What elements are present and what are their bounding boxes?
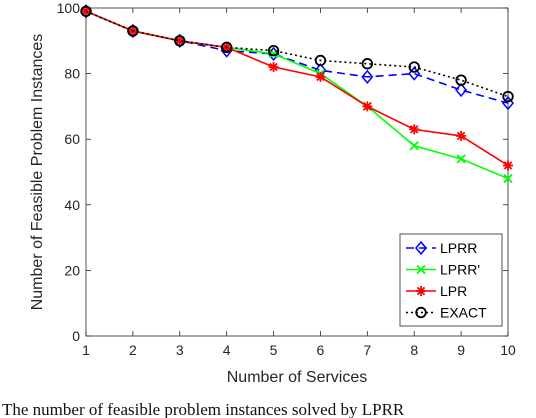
data-point-lprr	[173, 33, 186, 48]
data-point-exact	[408, 61, 420, 73]
x-axis-label: Number of Services	[227, 369, 368, 386]
x-tick-label: 4	[223, 342, 231, 358]
x-axis-ticks: 1 2 3 4 5 6 7 8 9 10	[82, 8, 516, 358]
data-point-lpr	[503, 160, 513, 171]
x-tick-label: 2	[129, 342, 137, 358]
data-point-exact	[314, 54, 327, 67]
x-tick-label: 10	[500, 342, 516, 358]
data-point-exact	[127, 25, 139, 37]
legend-item: LPRR	[406, 240, 477, 256]
y-tick-label: 0	[72, 328, 80, 344]
x-tick-label: 8	[410, 342, 418, 358]
y-tick-label: 100	[57, 0, 81, 16]
line-chart: 1 2 3 4 5 6 7 8 9 10 0 20 40 60 80 100 Number of Servi…	[29, 0, 516, 386]
y-axis-label: Number of Feasible Problem Instances	[29, 34, 46, 311]
x-tick-label: 1	[82, 342, 90, 358]
data-point-lprr	[80, 4, 92, 19]
y-tick-label: 80	[64, 66, 80, 82]
legend-marker	[415, 306, 427, 319]
data-point-exact	[267, 44, 280, 57]
legend-label: EXACT	[440, 305, 487, 321]
x-tick-label: 6	[317, 342, 325, 358]
legend-item: LPR	[406, 283, 467, 299]
figure-caption: The number of feasible problem instances…	[2, 400, 405, 418]
series-exact	[80, 5, 514, 103]
data-point-exact	[455, 74, 467, 86]
series-line-lpr	[85, 10, 509, 167]
series-layer	[80, 4, 514, 184]
x-tick-label: 9	[457, 342, 465, 358]
legend: LPRR LPRR' LPR EXACT	[399, 233, 503, 327]
x-tick-label: 5	[270, 342, 278, 358]
data-point-exact	[502, 90, 514, 103]
y-tick-label: 20	[64, 262, 80, 278]
data-point-lpr	[456, 130, 467, 141]
legend-marker	[416, 286, 426, 296]
data-point-lprr	[456, 154, 466, 164]
x-tick-label: 3	[176, 342, 184, 358]
legend-item: LPRR'	[406, 262, 480, 278]
data-point-lpr	[362, 101, 373, 112]
data-point-lprr	[409, 141, 419, 151]
data-point-lprr	[455, 82, 468, 98]
data-point-lpr	[409, 124, 420, 135]
legend-label: LPRR'	[440, 262, 480, 278]
data-point-exact	[174, 35, 186, 47]
data-point-exact	[220, 41, 233, 54]
legend-marker	[416, 264, 426, 275]
y-tick-label: 60	[64, 131, 80, 147]
data-point-lpr	[268, 62, 279, 73]
data-point-exact	[361, 58, 374, 70]
legend-marker	[415, 240, 427, 256]
data-point-lprr	[361, 69, 374, 85]
data-point-exact	[80, 5, 92, 17]
data-point-lpr	[315, 71, 326, 82]
legend-item: EXACT	[406, 305, 487, 321]
data-point-lprr	[503, 173, 513, 184]
y-axis-ticks: 0 20 40 60 80 100	[57, 0, 508, 344]
legend-label: LPR	[440, 283, 467, 299]
x-tick-label: 7	[363, 342, 371, 358]
y-tick-label: 40	[64, 197, 80, 213]
legend-label: LPRR	[440, 240, 477, 256]
